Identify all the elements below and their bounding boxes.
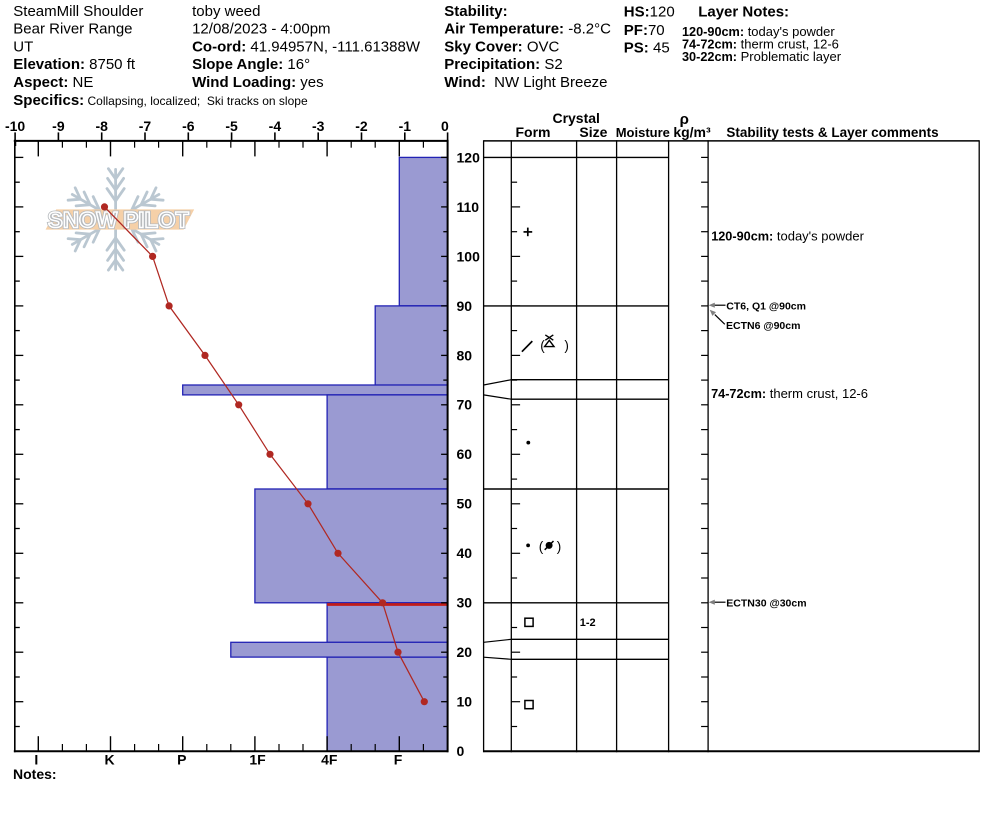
- svg-text:Air Temperature: -8.2°C: Air Temperature: -8.2°C: [444, 21, 611, 38]
- svg-text:Sky Cover: OVC: Sky Cover: OVC: [444, 38, 559, 55]
- svg-text:Stability:: Stability:: [444, 3, 507, 20]
- svg-text:-5: -5: [225, 118, 238, 134]
- svg-text:): ): [564, 338, 569, 353]
- svg-text:-7: -7: [139, 118, 152, 134]
- svg-text:1F: 1F: [249, 751, 266, 767]
- svg-text:-10: -10: [5, 118, 25, 134]
- svg-text:90: 90: [457, 298, 473, 314]
- svg-text:-2: -2: [355, 118, 368, 134]
- svg-text:-3: -3: [312, 118, 325, 134]
- svg-text:I: I: [34, 751, 38, 767]
- svg-text:(: (: [540, 338, 545, 353]
- svg-text:100: 100: [457, 248, 481, 264]
- svg-text:-6: -6: [182, 118, 195, 134]
- svg-text:CT6, Q1 @90cm: CT6, Q1 @90cm: [726, 300, 806, 312]
- svg-text:50: 50: [457, 496, 473, 512]
- svg-text:-8: -8: [95, 118, 108, 134]
- svg-text:Crystal: Crystal: [552, 110, 599, 126]
- svg-text:0: 0: [441, 118, 449, 134]
- svg-text:120-90cm: today's powder: 120-90cm: today's powder: [711, 229, 864, 244]
- svg-text:0: 0: [457, 743, 465, 759]
- svg-text:PS: 45: PS: 45: [624, 40, 670, 57]
- svg-text:120: 120: [457, 149, 481, 165]
- svg-text:30-22cm: Problematic layer: 30-22cm: Problematic layer: [682, 49, 842, 64]
- svg-text:ECTN6 @90cm: ECTN6 @90cm: [726, 320, 800, 332]
- svg-text:74-72cm: therm crust, 12-6: 74-72cm: therm crust, 12-6: [711, 386, 868, 401]
- svg-text:Slope Angle: 16°: Slope Angle: 16°: [192, 56, 310, 73]
- svg-text:80: 80: [457, 347, 473, 363]
- svg-text:SteamMill Shoulder: SteamMill Shoulder: [13, 3, 143, 20]
- svg-text:-1: -1: [399, 118, 412, 134]
- svg-text:30: 30: [457, 595, 473, 611]
- svg-text:1-2: 1-2: [580, 617, 596, 629]
- svg-text:Stability tests & Layer commen: Stability tests & Layer comments: [726, 125, 938, 140]
- svg-text:toby weed: toby weed: [192, 3, 260, 20]
- svg-text:kg/m³: kg/m³: [673, 124, 711, 140]
- svg-text:K: K: [104, 751, 114, 767]
- svg-text:): ): [557, 539, 562, 554]
- svg-text:Specifics: Collapsing, localiz: Specifics: Collapsing, localized; Ski tr…: [13, 92, 308, 109]
- svg-text:Elevation: 8750 ft: Elevation: 8750 ft: [13, 56, 136, 73]
- svg-text:-9: -9: [52, 118, 65, 134]
- svg-text:Form: Form: [516, 124, 551, 140]
- svg-text:70: 70: [457, 397, 473, 413]
- svg-text:Co-ord: 41.94957N, -111.61388W: Co-ord: 41.94957N, -111.61388W: [192, 38, 421, 55]
- svg-text:Wind Loading: yes: Wind Loading: yes: [192, 74, 324, 91]
- svg-text:40: 40: [457, 545, 473, 561]
- svg-text:20: 20: [457, 644, 473, 660]
- svg-text:Aspect: NE: Aspect: NE: [13, 74, 93, 91]
- svg-text:4F: 4F: [321, 751, 338, 767]
- svg-text:120-90cm: today's powder: 120-90cm: today's powder: [682, 24, 835, 39]
- svg-text:10: 10: [457, 694, 473, 710]
- svg-text:Notes:: Notes:: [13, 766, 57, 782]
- svg-text:SNOW PILOT: SNOW PILOT: [48, 208, 190, 233]
- svg-text:ECTN30 @30cm: ECTN30 @30cm: [726, 597, 806, 609]
- svg-text:110: 110: [457, 199, 480, 215]
- svg-text:12/08/2023 - 4:00pm: 12/08/2023 - 4:00pm: [192, 21, 330, 38]
- svg-text:PF:70: PF:70: [624, 22, 665, 39]
- svg-text:-4: -4: [269, 118, 282, 134]
- svg-text:74-72cm: therm crust, 12-6: 74-72cm: therm crust, 12-6: [682, 37, 839, 52]
- svg-text:SNOW PILOT: SNOW PILOT: [48, 208, 190, 233]
- svg-text:Wind: NW Light Breeze: Wind: NW Light Breeze: [444, 74, 607, 91]
- svg-text:(: (: [539, 539, 544, 554]
- svg-text:HS:120: HS:120: [624, 3, 675, 20]
- svg-text:UT: UT: [13, 38, 33, 55]
- svg-text:Layer Notes:: Layer Notes:: [698, 3, 789, 20]
- svg-text:Size: Size: [579, 124, 607, 140]
- svg-text:Precipitation: S2: Precipitation: S2: [444, 56, 562, 73]
- svg-text:Moisture: Moisture: [616, 125, 670, 140]
- svg-text:ρ: ρ: [680, 111, 689, 128]
- svg-text:60: 60: [457, 446, 473, 462]
- svg-text:Bear River Range: Bear River Range: [13, 21, 132, 38]
- svg-text:F: F: [394, 751, 403, 767]
- svg-text:P: P: [177, 751, 186, 767]
